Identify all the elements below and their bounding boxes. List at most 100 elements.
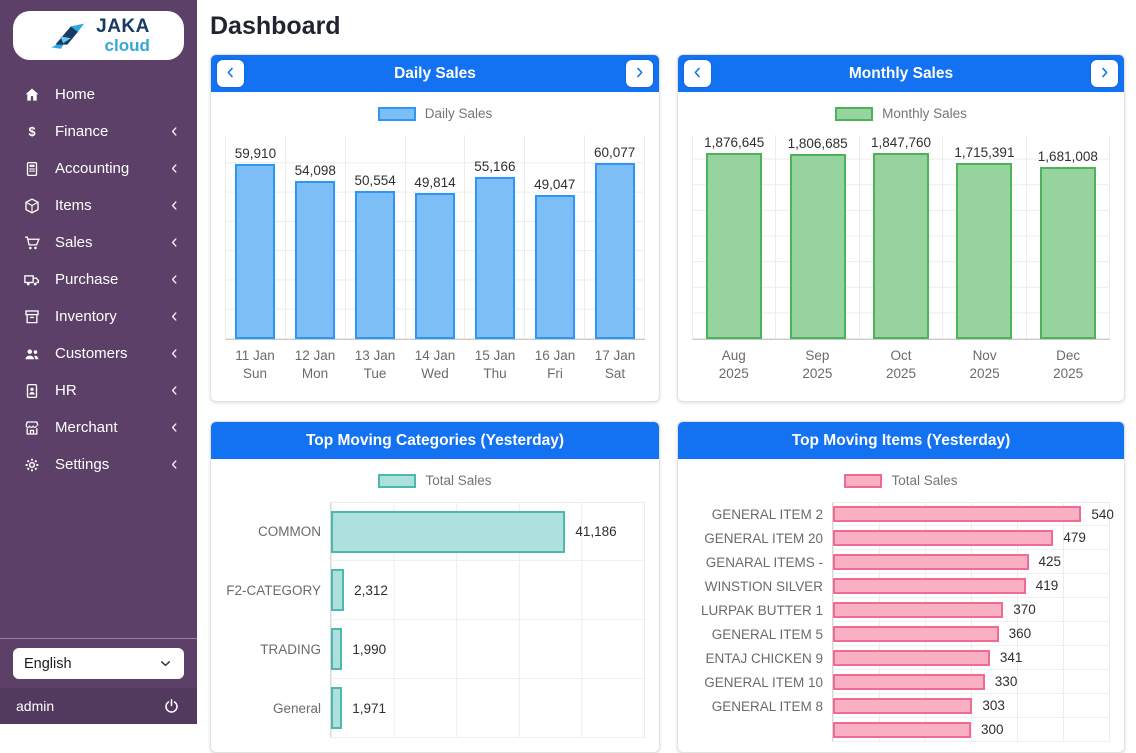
bar xyxy=(833,577,1026,594)
sidebar-item-customers[interactable]: Customers xyxy=(0,335,197,372)
chart-row: WINSTION SILVER 419 xyxy=(692,574,1110,598)
chart-column: 1,681,008 xyxy=(1027,135,1111,339)
top-categories-header: Top Moving Categories (Yesterday) xyxy=(211,422,659,459)
bar xyxy=(833,529,1054,546)
top-categories-legend: Total Sales xyxy=(225,473,645,488)
chart-row: TRADING 1,990 xyxy=(225,620,645,679)
sidebar-item-finance[interactable]: $ Finance xyxy=(0,113,197,150)
plot-area: 41,186 xyxy=(330,502,645,561)
bar xyxy=(789,154,846,339)
sidebar: JAKA cloud Home $ Finance Accounting Items Sa… xyxy=(0,0,197,724)
power-icon[interactable] xyxy=(162,697,181,716)
sidebar-item-accounting[interactable]: Accounting xyxy=(0,150,197,187)
value-label: 1,876,645 xyxy=(704,135,765,150)
sidebar-item-label: Customers xyxy=(55,345,128,362)
value-label: 479 xyxy=(1063,530,1086,545)
sidebar-item-label: Accounting xyxy=(55,160,130,177)
dashboard-cards: Daily Sales Daily Sales 59,910 54,098 50,5… xyxy=(210,54,1125,753)
top-categories-body: Total Sales COMMON 41,186 F2-CATEGORY 2,312… xyxy=(211,459,659,748)
top-items-body: Total Sales GENERAL ITEM 2 540 GENERAL ITE… xyxy=(678,459,1124,752)
bar xyxy=(331,569,345,611)
brand-suffix: cloud xyxy=(104,36,150,55)
cart-icon xyxy=(22,233,41,252)
bar xyxy=(1039,167,1096,339)
value-label: 425 xyxy=(1038,554,1062,569)
chart-row: GENERAL ITEM 2 540 xyxy=(692,502,1114,526)
cube-icon xyxy=(22,196,41,215)
chart-row: 300 xyxy=(692,718,1110,742)
sidebar-item-hr[interactable]: HR xyxy=(0,372,197,409)
chevron-left-icon xyxy=(223,65,238,83)
value-label: 300 xyxy=(981,722,1004,737)
plot-area: 425 xyxy=(832,550,1110,574)
plot-area: 540 xyxy=(832,502,1114,526)
category-label: LURPAK BUTTER 1 xyxy=(700,602,823,618)
monthly-sales-prev-button[interactable] xyxy=(684,60,711,87)
bar xyxy=(331,628,343,670)
category-label: GENERAL ITEM 10 xyxy=(704,674,823,690)
bar xyxy=(833,553,1029,570)
chart-row: LURPAK BUTTER 1 370 xyxy=(692,598,1110,622)
value-label: 1,971 xyxy=(352,700,386,716)
plot-area: 59,910 54,098 50,554 49,814 55,166 49,047 60,0… xyxy=(225,135,646,340)
value-label: 55,166 xyxy=(474,159,516,174)
category-label: WINSTION SILVER xyxy=(704,578,823,594)
category-label xyxy=(692,718,832,742)
sidebar-item-sales[interactable]: Sales xyxy=(0,224,197,261)
legend-swatch xyxy=(378,473,417,488)
brand-logo[interactable]: JAKA cloud xyxy=(13,11,184,60)
bar xyxy=(833,601,1004,618)
x-tick-label: 12 Jan Mon xyxy=(294,348,336,381)
daily-sales-prev-button[interactable] xyxy=(217,60,244,87)
chart-column: 55,166 xyxy=(465,135,526,339)
chart-column: 49,814 xyxy=(406,135,466,339)
chart-column: 1,715,391 xyxy=(943,135,1027,339)
daily-sales-next-button[interactable] xyxy=(626,60,653,87)
value-label: 1,847,760 xyxy=(870,135,932,150)
bar xyxy=(956,163,1013,339)
chevron-left-icon xyxy=(168,162,181,175)
daily-sales-chart: 59,910 54,098 50,554 49,814 55,166 49,047 60,0… xyxy=(225,135,646,382)
value-label: 60,077 xyxy=(593,145,636,160)
sidebar-item-merchant[interactable]: Merchant xyxy=(0,409,197,446)
x-tick-label: 11 Jan Sun xyxy=(235,348,275,381)
plot-area: 1,990 xyxy=(330,620,645,679)
value-label: 341 xyxy=(999,650,1023,665)
x-tick-label: Dec 2025 xyxy=(1053,348,1084,381)
sidebar-item-home[interactable]: Home xyxy=(0,76,197,113)
sidebar-item-purchase[interactable]: Purchase xyxy=(0,261,197,298)
chevron-left-icon xyxy=(168,384,181,397)
chart-column: 1,847,760 xyxy=(860,135,944,339)
value-label: 419 xyxy=(1035,578,1059,593)
monthly-sales-header: Monthly Sales xyxy=(678,55,1124,92)
value-label: 370 xyxy=(1013,602,1036,617)
sidebar-item-inventory[interactable]: Inventory xyxy=(0,298,197,335)
legend-swatch xyxy=(844,473,883,488)
chevron-right-icon xyxy=(1097,65,1112,83)
daily-sales-title: Daily Sales xyxy=(394,64,476,82)
legend-swatch xyxy=(835,106,874,121)
chart-column: 60,077 xyxy=(585,135,646,339)
bar xyxy=(355,191,396,339)
language-select[interactable]: English xyxy=(13,648,184,679)
chevron-right-icon xyxy=(632,65,647,83)
sidebar-item-settings[interactable]: Settings xyxy=(0,446,197,483)
bar xyxy=(594,163,635,339)
x-tick-label: 14 Jan Wed xyxy=(414,348,456,381)
sidebar-item-label: Sales xyxy=(55,234,93,251)
sidebar-item-items[interactable]: Items xyxy=(0,187,197,224)
value-label: 59,910 xyxy=(234,146,277,161)
top-items-header: Top Moving Items (Yesterday) xyxy=(678,422,1124,459)
chart-column: 50,554 xyxy=(346,135,406,339)
category-label: GENERAL ITEM 20 xyxy=(704,530,823,546)
plot-area: 341 xyxy=(832,646,1110,670)
svg-text:$: $ xyxy=(28,124,35,139)
plot-area: 479 xyxy=(832,526,1110,550)
monthly-sales-next-button[interactable] xyxy=(1091,60,1118,87)
chart-row: GENERAL ITEM 8 303 xyxy=(692,694,1110,718)
plot-area: 370 xyxy=(832,598,1110,622)
daily-sales-header: Daily Sales xyxy=(211,55,659,92)
bar xyxy=(295,181,336,339)
x-tick-label: Aug 2025 xyxy=(718,348,749,381)
value-label: 54,098 xyxy=(294,163,336,178)
